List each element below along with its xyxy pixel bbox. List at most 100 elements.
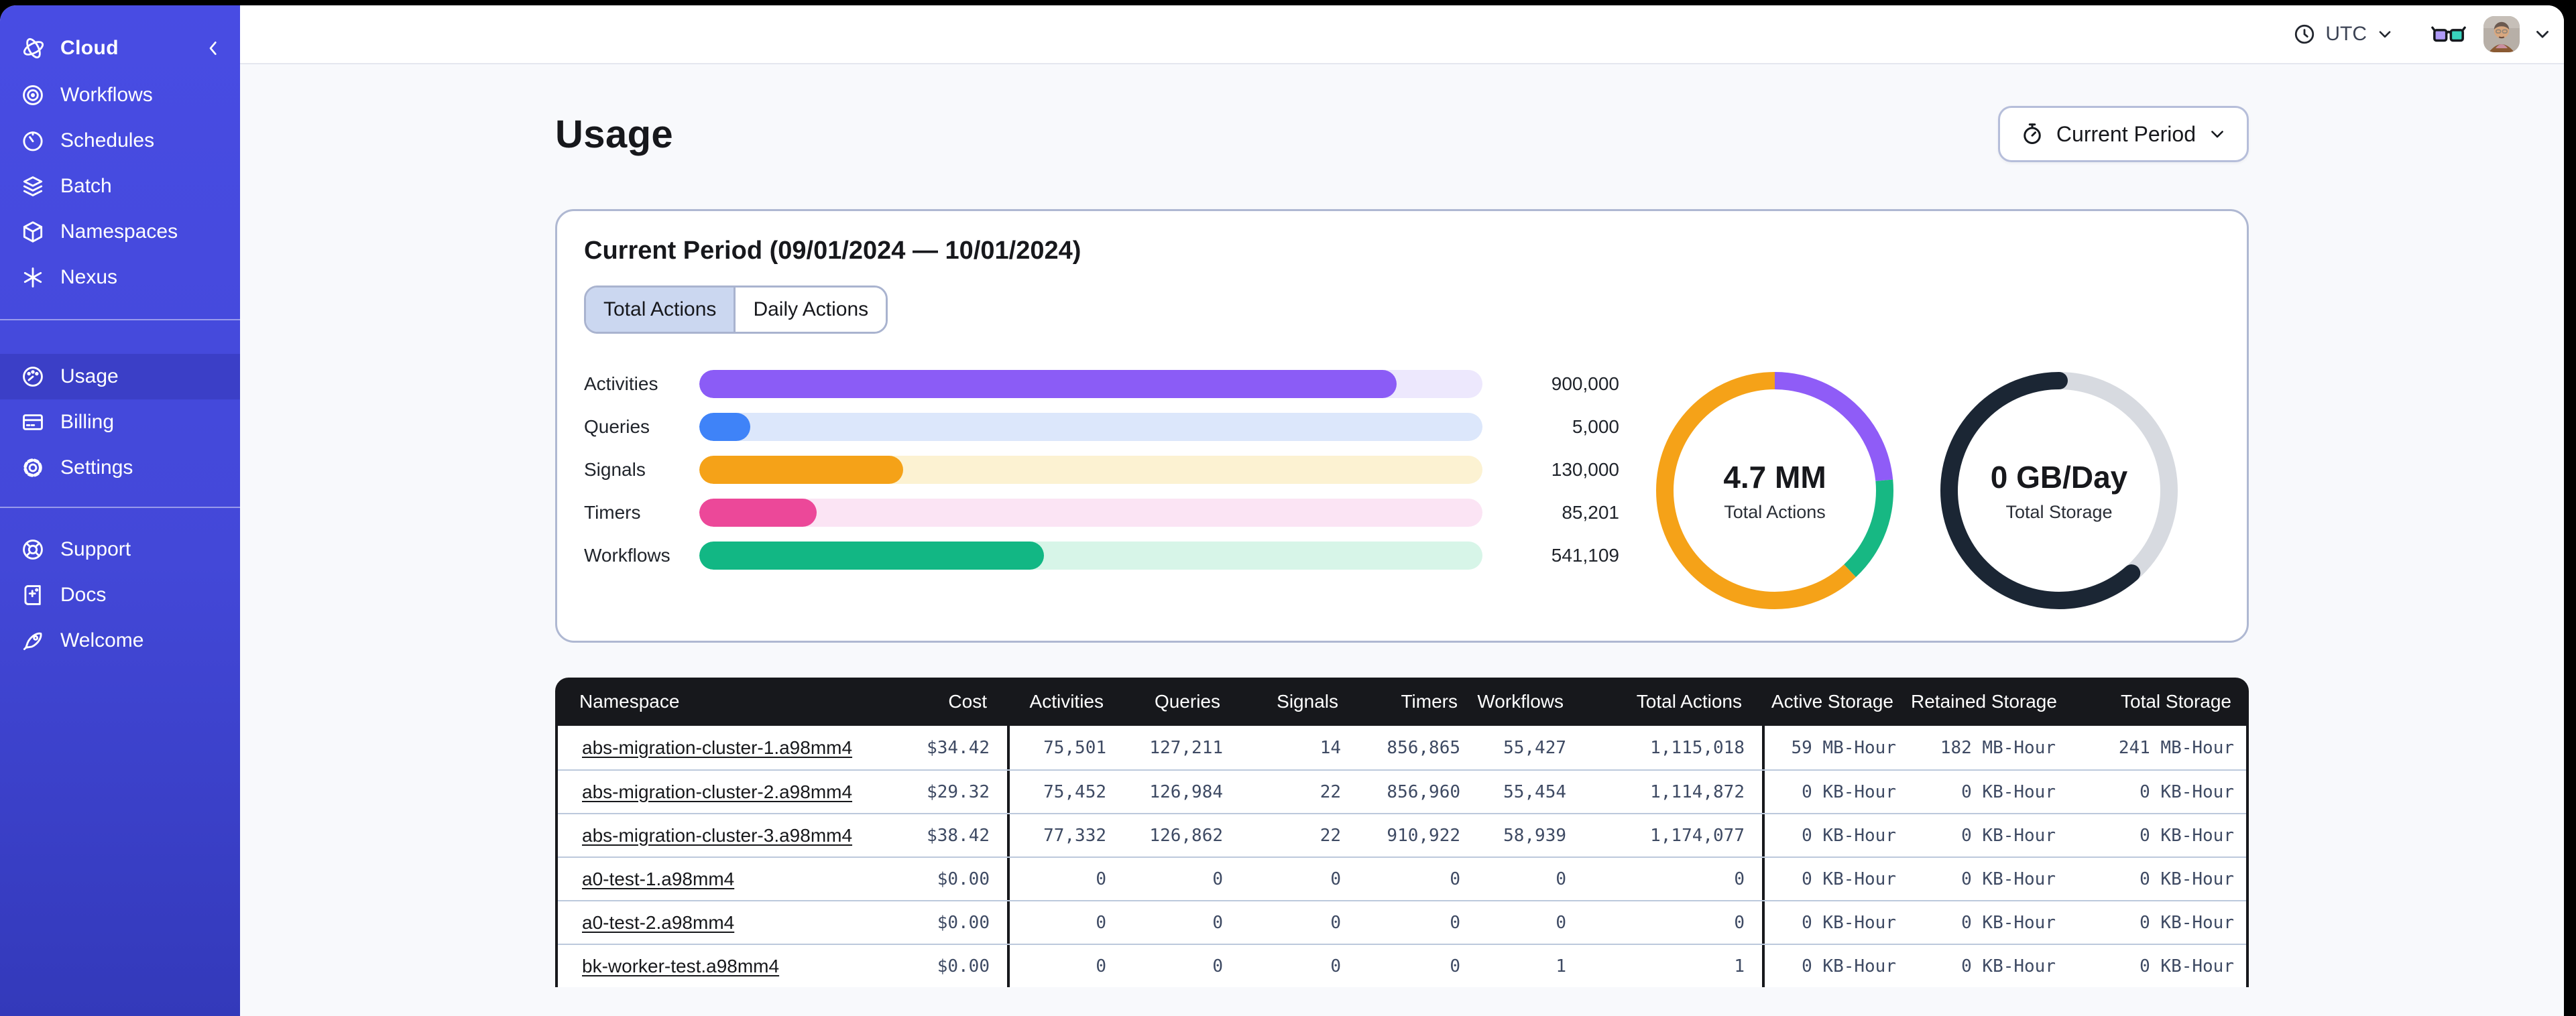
sidebar-item-docs[interactable]: Docs bbox=[0, 572, 240, 618]
value-cell: 58,939 bbox=[1503, 825, 1566, 846]
table-row: a0-test-1.a98mm4 $0.00 0 0 0 0 0 0 0 KB-Hour 0 KB… bbox=[558, 856, 2246, 900]
value-cell: 0 KB-Hour bbox=[2140, 825, 2234, 846]
value-cell: 0 KB-Hour bbox=[1961, 956, 2056, 976]
namespace-cell: abs-migration-cluster-2.a98mm4 bbox=[558, 771, 852, 813]
sidebar-item-welcome[interactable]: Welcome bbox=[0, 618, 240, 663]
table-header-row: Namespace Cost Activities Queries Signals Tim… bbox=[555, 678, 2249, 726]
column-header-timers: Timers bbox=[1401, 691, 1458, 712]
timezone-label: UTC bbox=[2325, 23, 2367, 45]
column-header-namespace: Namespace bbox=[579, 691, 680, 712]
sidebar-item-support[interactable]: Support bbox=[0, 527, 240, 572]
bar-fill bbox=[699, 370, 1397, 398]
period-dropdown-button[interactable]: Current Period bbox=[1997, 106, 2249, 162]
user-menu-chevron-icon[interactable] bbox=[2533, 25, 2552, 44]
value-cell: 0 bbox=[1330, 956, 1341, 976]
sidebar-item-label: Welcome bbox=[60, 629, 144, 651]
sidebar-item-label: Schedules bbox=[60, 129, 155, 151]
namespace-link[interactable]: abs-migration-cluster-3.a98mm4 bbox=[582, 824, 853, 846]
namespace-link[interactable]: bk-worker-test.a98mm4 bbox=[582, 955, 780, 976]
table-row: abs-migration-cluster-1.a98mm4 $34.42 75,5… bbox=[558, 726, 2246, 769]
total-storage-value: 0 GB/Day bbox=[1990, 459, 2128, 495]
sidebar-item-label: Settings bbox=[60, 456, 133, 479]
user-avatar[interactable] bbox=[2483, 16, 2520, 52]
value-cell: 0 bbox=[1450, 956, 1460, 976]
bar-track bbox=[699, 456, 1482, 484]
bar-value: 900,000 bbox=[1551, 373, 1619, 394]
value-cell: 22 bbox=[1320, 781, 1341, 802]
sidebar-item-billing[interactable]: Billing bbox=[0, 399, 240, 445]
value-cell: 0 KB-Hour bbox=[1961, 869, 2056, 889]
column-header-active-storage: Active Storage bbox=[1771, 691, 1893, 712]
sidebar-item-nexus[interactable]: Nexus bbox=[0, 255, 240, 300]
tab-total-actions[interactable]: Total Actions bbox=[586, 288, 734, 332]
value-cell: 0 KB-Hour bbox=[1961, 781, 2056, 802]
sidebar-item-label: Nexus bbox=[60, 266, 118, 288]
column-header-total-storage: Total Storage bbox=[2121, 691, 2231, 712]
tab-daily-actions[interactable]: Daily Actions bbox=[734, 288, 886, 332]
bar-fill bbox=[699, 456, 903, 484]
table-row: abs-migration-cluster-3.a98mm4 $38.42 77,3… bbox=[558, 813, 2246, 856]
bar-value: 130,000 bbox=[1551, 459, 1619, 480]
sidebar-item-batch[interactable]: Batch bbox=[0, 164, 240, 209]
timezone-selector[interactable]: UTC bbox=[2293, 23, 2394, 46]
value-cell: 0 bbox=[1007, 901, 1124, 944]
sidebar-item-label: Docs bbox=[60, 584, 107, 606]
total-storage-label: Total Storage bbox=[2005, 501, 2113, 522]
value-cell: 0 bbox=[1330, 912, 1341, 933]
bar-row-workflows: Workflows 541,109 bbox=[584, 542, 1619, 570]
value-cell: 0 KB-Hour bbox=[2140, 956, 2234, 976]
value-cell: 1,174,077 bbox=[1650, 825, 1745, 846]
dev-glasses-icon[interactable] bbox=[2431, 23, 2466, 46]
sidebar-item-label: Usage bbox=[60, 365, 119, 387]
bar-track bbox=[699, 413, 1482, 441]
table-row: abs-migration-cluster-2.a98mm4 $29.32 75,4… bbox=[558, 769, 2246, 813]
total-actions-donut: 4.7 MM Total Actions bbox=[1654, 370, 1895, 611]
value-cell: 856,960 bbox=[1387, 781, 1460, 802]
main-area: UTC bbox=[240, 5, 2564, 1016]
value-cell: 0 KB-Hour bbox=[1762, 901, 1914, 944]
card-title: Current Period (09/01/2024 — 10/01/2024) bbox=[584, 237, 1081, 265]
namespace-cell: a0-test-2.a98mm4 bbox=[558, 901, 852, 944]
value-cell: 0 KB-Hour bbox=[1961, 912, 2056, 933]
value-cell: 0 KB-Hour bbox=[1762, 858, 1914, 900]
namespace-cell: bk-worker-test.a98mm4 bbox=[558, 945, 852, 987]
sidebar-item-namespaces[interactable]: Namespaces bbox=[0, 209, 240, 255]
bar-label: Signals bbox=[584, 459, 646, 480]
support-icon bbox=[20, 537, 46, 562]
bar-fill bbox=[699, 413, 750, 441]
sidebar-item-label: Support bbox=[60, 538, 131, 560]
value-cell: 0 bbox=[1212, 912, 1223, 933]
value-cell: 55,454 bbox=[1503, 781, 1566, 802]
namespace-link[interactable]: abs-migration-cluster-1.a98mm4 bbox=[582, 737, 853, 758]
value-cell: 1,114,872 bbox=[1650, 781, 1745, 802]
total-storage-donut: 0 GB/Day Total Storage bbox=[1938, 370, 2180, 611]
value-cell: $0.00 bbox=[937, 912, 990, 933]
table-row: a0-test-2.a98mm4 $0.00 0 0 0 0 0 0 0 KB-Hour 0 KB… bbox=[558, 900, 2246, 944]
sidebar-item-label: Billing bbox=[60, 411, 115, 433]
namespace-link[interactable]: a0-test-2.a98mm4 bbox=[582, 911, 735, 933]
namespace-cell: abs-migration-cluster-1.a98mm4 bbox=[558, 726, 852, 769]
sidebar-item-settings[interactable]: Settings bbox=[0, 445, 240, 491]
value-cell: 22 bbox=[1320, 825, 1341, 846]
value-cell: 0 bbox=[1556, 869, 1566, 889]
temporal-cloud-logo-icon bbox=[20, 35, 47, 62]
sidebar-collapse-icon[interactable] bbox=[202, 38, 224, 59]
namespace-link[interactable]: a0-test-1.a98mm4 bbox=[582, 868, 735, 889]
value-cell: 0 KB-Hour bbox=[2140, 912, 2234, 933]
sidebar-divider bbox=[0, 319, 240, 320]
value-cell: 0 KB-Hour bbox=[2140, 869, 2234, 889]
sidebar-nav-footer: Support Docs Welcome bbox=[0, 508, 240, 663]
bar-row-signals: Signals 130,000 bbox=[584, 456, 1619, 484]
value-cell: $38.42 bbox=[927, 825, 990, 846]
sidebar-item-usage[interactable]: Usage bbox=[0, 354, 240, 399]
sidebar-item-schedules[interactable]: Schedules bbox=[0, 118, 240, 164]
nexus-icon bbox=[20, 265, 46, 290]
period-dropdown-label: Current Period bbox=[2056, 121, 2196, 146]
value-cell: 1,115,018 bbox=[1650, 737, 1745, 758]
welcome-icon bbox=[20, 628, 46, 653]
column-header-workflows: Workflows bbox=[1477, 691, 1564, 712]
namespace-link[interactable]: abs-migration-cluster-2.a98mm4 bbox=[582, 781, 853, 802]
content-scroll-area[interactable]: Usage Current Period bbox=[240, 64, 2564, 1016]
sidebar-item-workflows[interactable]: Workflows bbox=[0, 72, 240, 118]
value-cell: 0 bbox=[1734, 912, 1745, 933]
